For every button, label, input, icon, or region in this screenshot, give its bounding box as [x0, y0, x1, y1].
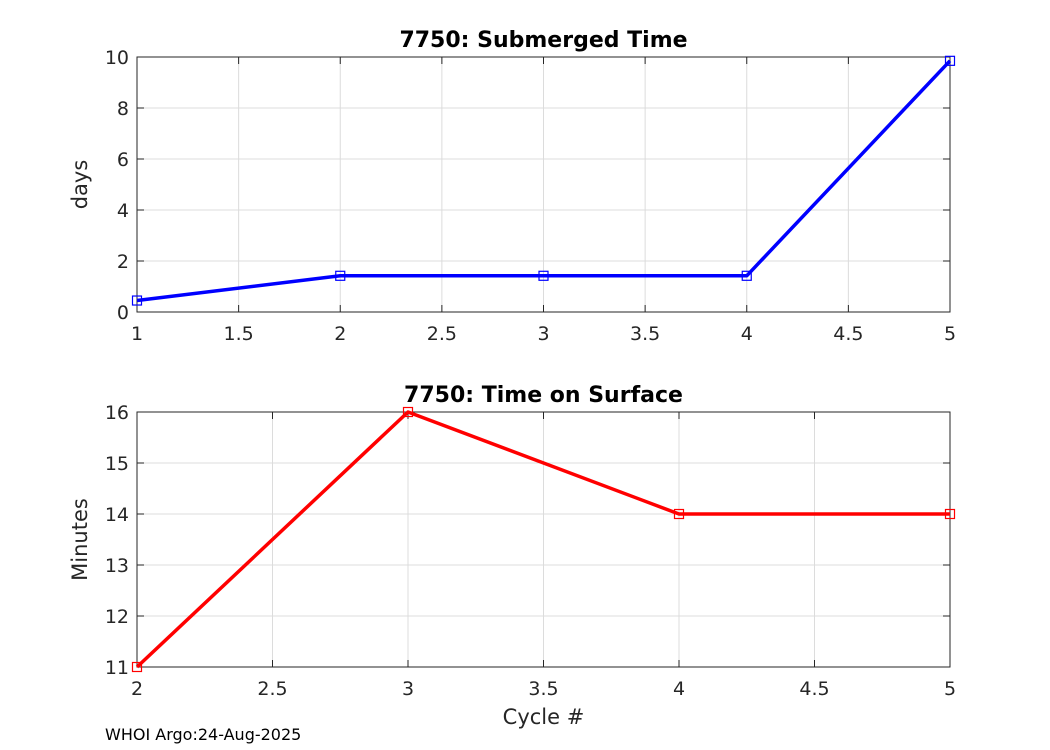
data-point-marker	[944, 508, 956, 520]
x-tick-label: 2	[131, 678, 143, 700]
data-point-marker	[673, 508, 685, 520]
y-axis-label: days	[68, 160, 92, 210]
y-tick-label: 2	[117, 251, 129, 273]
x-tick-label: 1.5	[224, 323, 254, 345]
x-tick-label: 3.5	[528, 678, 558, 700]
x-tick-label: 4	[673, 678, 685, 700]
data-point-marker	[944, 55, 956, 66]
y-tick-label: 11	[105, 657, 129, 679]
x-tick-label: 5	[944, 323, 956, 345]
x-tick-label: 3	[402, 678, 414, 700]
x-tick-label: 5	[944, 678, 956, 700]
series-line	[135, 410, 950, 669]
x-tick-label: 2	[334, 323, 346, 345]
x-tick-label: 4.5	[833, 323, 863, 345]
y-tick-label: 14	[105, 504, 129, 526]
y-tick-label: 6	[117, 149, 129, 171]
x-tick-label: 2.5	[427, 323, 457, 345]
y-tick-label: 0	[117, 302, 129, 324]
y-tick-label: 13	[105, 555, 129, 577]
series-line	[136, 59, 952, 303]
data-point-marker	[131, 661, 143, 673]
x-tick-label: 3.5	[630, 323, 660, 345]
data-point-marker	[131, 295, 143, 306]
x-tick-label: 4.5	[799, 678, 829, 700]
y-tick-label: 16	[105, 402, 129, 424]
chart-title: 7750: Submerged Time	[399, 28, 687, 53]
x-tick-label: 1	[131, 323, 143, 345]
data-point-marker	[538, 270, 549, 281]
x-tick-label: 2.5	[257, 678, 287, 700]
x-tick-label: 4	[741, 323, 753, 345]
submerged-time-panel: 1 1.5 2 2.5 3 3.5 4 4.5 5 0 2 4 6 8 10 7750: Submerged …	[68, 28, 956, 345]
y-tick-label: 4	[117, 200, 129, 222]
x-axis-label: Cycle #	[503, 705, 585, 729]
footer-credit: WHOI Argo:24-Aug-2025	[105, 725, 301, 744]
x-tick-label: 3	[537, 323, 549, 345]
y-tick-label: 10	[105, 47, 129, 69]
data-point-marker	[402, 406, 414, 418]
y-tick-label: 12	[105, 606, 129, 628]
y-tick-label: 15	[105, 453, 129, 475]
data-point-marker	[335, 270, 346, 281]
y-axis-label: Minutes	[68, 498, 92, 581]
y-tick-label: 8	[117, 98, 129, 120]
surface-time-panel: 2 2.5 3 3.5 4 4.5 5 11 12 13 14 15 16 7750: Time on S…	[68, 383, 956, 729]
data-point-marker	[741, 270, 752, 281]
chart-title: 7750: Time on Surface	[404, 383, 683, 408]
